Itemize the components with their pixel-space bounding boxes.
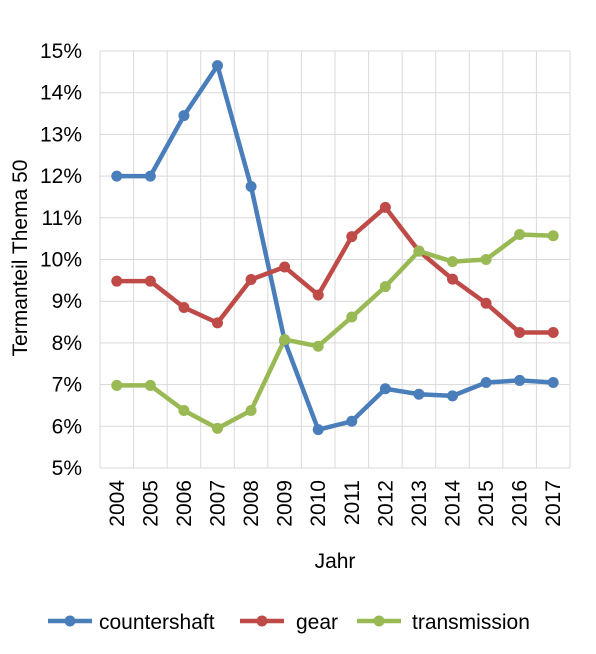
data-point	[245, 404, 257, 416]
data-point	[379, 383, 391, 395]
data-point	[111, 379, 123, 391]
series-countershaft	[111, 60, 559, 436]
y-tick-label: 5%	[52, 457, 82, 480]
y-tick-label: 6%	[52, 415, 82, 438]
y-axis-title: Termanteil Thema 50	[9, 160, 32, 357]
legend: countershaft gear transmission	[48, 611, 530, 634]
data-point	[212, 317, 223, 329]
x-tick-label: 2014	[442, 480, 465, 527]
legend-item-gear: gear	[240, 611, 338, 634]
y-tick-label: 10%	[40, 249, 82, 272]
x-tick-label: 2008	[240, 480, 263, 527]
x-tick-label: 2013	[408, 480, 431, 527]
data-point	[346, 231, 358, 243]
data-point	[413, 388, 425, 400]
data-point	[212, 60, 223, 72]
y-tick-label: 9%	[52, 290, 82, 313]
x-tick-label: 2010	[307, 480, 330, 527]
data-point	[245, 181, 257, 193]
data-point	[447, 256, 458, 268]
data-point	[514, 326, 526, 338]
data-point	[312, 289, 324, 301]
series-line	[114, 232, 556, 431]
data-point	[480, 377, 492, 389]
x-tick-label: 2005	[139, 480, 162, 527]
x-axis-tick-labels: 2004 2005 2006 2007 2008 2009 2010 2011 2012 2013…	[106, 480, 565, 527]
y-tick-label: 8%	[52, 332, 82, 355]
data-point	[144, 275, 156, 287]
legend-label: transmission	[412, 611, 530, 634]
data-point	[178, 301, 190, 313]
data-point	[178, 110, 190, 122]
series-line	[114, 205, 556, 335]
data-point	[447, 273, 458, 285]
series-gear	[111, 201, 559, 338]
data-point	[312, 424, 324, 436]
legend-marker	[373, 615, 385, 627]
data-point	[379, 281, 391, 293]
series-line	[114, 63, 556, 432]
gridlines	[99, 50, 571, 469]
data-point	[178, 404, 190, 416]
data-point	[379, 201, 391, 213]
y-tick-label: 11%	[42, 207, 82, 230]
x-tick-label: 2017	[542, 480, 565, 527]
data-point	[514, 228, 526, 240]
legend-marker	[256, 615, 268, 627]
data-point	[212, 422, 223, 434]
x-tick-label: 2006	[173, 480, 196, 527]
y-tick-label: 7%	[52, 374, 82, 397]
legend-label: countershaft	[99, 611, 215, 634]
x-tick-label: 2015	[475, 480, 498, 527]
series-layer	[111, 60, 559, 436]
x-tick-label: 2011	[341, 480, 364, 525]
data-point	[279, 261, 291, 273]
data-point	[480, 297, 492, 309]
legend-marker	[64, 615, 76, 627]
data-point	[547, 377, 559, 389]
y-tick-label: 15%	[40, 40, 82, 63]
data-point	[413, 245, 425, 257]
data-point	[111, 170, 123, 182]
x-tick-label: 2012	[374, 480, 397, 527]
legend-item-countershaft: countershaft	[48, 611, 215, 634]
series-transmission	[111, 228, 559, 434]
x-axis-title: Jahr	[315, 550, 356, 573]
data-point	[144, 379, 156, 391]
y-tick-label: 12%	[40, 165, 82, 188]
data-point	[547, 326, 559, 338]
data-point	[346, 415, 358, 427]
legend-item-transmission: transmission	[357, 611, 530, 634]
data-point	[346, 311, 358, 323]
x-tick-label: 2007	[207, 480, 230, 527]
x-tick-label: 2016	[509, 480, 532, 527]
data-point	[144, 170, 156, 182]
data-point	[447, 390, 458, 402]
y-tick-label: 14%	[40, 82, 82, 105]
data-point	[245, 274, 257, 286]
data-point	[480, 254, 492, 265]
data-point	[111, 275, 123, 287]
data-point	[547, 230, 559, 242]
data-point	[514, 374, 526, 386]
legend-label: gear	[296, 611, 338, 634]
y-axis-tick-labels: 5% 6% 7% 8% 9% 10% 11% 12% 13% 14% 15%	[40, 40, 82, 480]
x-tick-label: 2009	[274, 480, 297, 527]
data-point	[279, 334, 291, 346]
y-tick-label: 13%	[40, 123, 82, 146]
data-point	[312, 340, 324, 352]
x-tick-label: 2004	[106, 480, 129, 527]
